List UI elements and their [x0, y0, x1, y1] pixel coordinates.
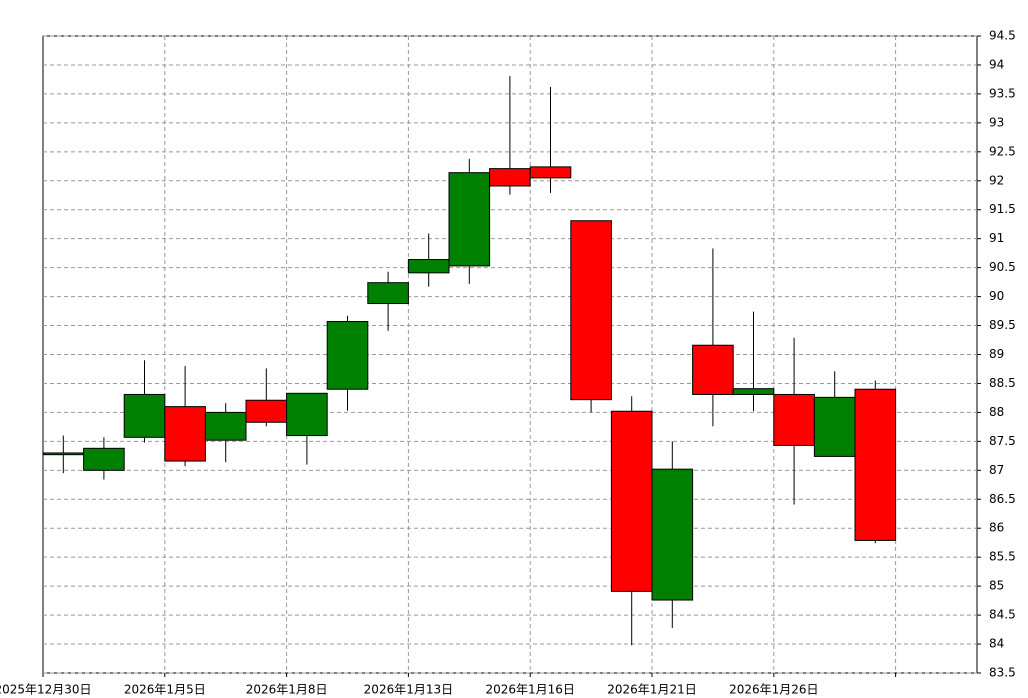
y-tick-label: 84.5	[989, 608, 1016, 622]
x-tick-label: 2026年1月21日	[607, 683, 696, 697]
x-tick-label: 2026年1月13日	[364, 683, 453, 697]
candle-body	[164, 406, 206, 462]
candle-body	[651, 468, 694, 601]
candle-body	[326, 320, 369, 390]
candle-body	[854, 388, 897, 541]
x-tick-label: 2025年12月30日	[0, 683, 92, 697]
y-tick-label: 90	[989, 289, 1004, 303]
candle-body	[610, 410, 653, 592]
y-tick-label: 91	[989, 231, 1004, 245]
candle-body	[813, 396, 856, 457]
candle-body	[448, 172, 491, 267]
candle-body	[732, 388, 775, 395]
y-tick-label: 94	[989, 57, 1004, 71]
candle-body	[83, 447, 125, 471]
x-tick-label: 2026年1月8日	[246, 683, 328, 697]
y-tick-label: 83.5	[989, 666, 1016, 680]
y-tick-label: 86	[989, 521, 1004, 535]
candle-body	[42, 452, 85, 456]
y-tick-label: 93.5	[989, 86, 1016, 100]
candle-body	[529, 166, 572, 179]
y-tick-label: 92	[989, 173, 1004, 187]
y-tick-label: 93	[989, 115, 1004, 129]
y-tick-label: 85	[989, 579, 1004, 593]
candle-body	[245, 399, 288, 423]
candle-body	[204, 411, 247, 441]
y-tick-label: 90.5	[989, 260, 1016, 274]
x-tick-label: 2026年1月16日	[485, 683, 574, 697]
y-tick-label: 91.5	[989, 202, 1016, 216]
candle-body	[123, 393, 166, 438]
y-tick-label: 86.5	[989, 492, 1016, 506]
candle-body	[489, 168, 531, 187]
candle-body	[286, 392, 328, 437]
candle-body	[773, 393, 815, 446]
candle-body	[692, 344, 734, 395]
y-tick-label: 85.5	[989, 550, 1016, 564]
y-tick-label: 89.5	[989, 318, 1016, 332]
y-tick-label: 88.5	[989, 376, 1016, 390]
candle-body	[407, 259, 450, 274]
y-tick-label: 92.5	[989, 144, 1016, 158]
x-tick-label: 2026年1月5日	[124, 683, 206, 697]
y-tick-label: 94.5	[989, 29, 1016, 43]
y-tick-label: 87	[989, 463, 1004, 477]
candle-body	[570, 220, 612, 401]
y-tick-label: 84	[989, 637, 1004, 651]
y-tick-label: 89	[989, 347, 1004, 361]
candle-body	[367, 282, 409, 305]
y-tick-label: 88	[989, 405, 1004, 419]
x-tick-label: 2026年1月26日	[729, 683, 818, 697]
y-tick-label: 87.5	[989, 434, 1016, 448]
